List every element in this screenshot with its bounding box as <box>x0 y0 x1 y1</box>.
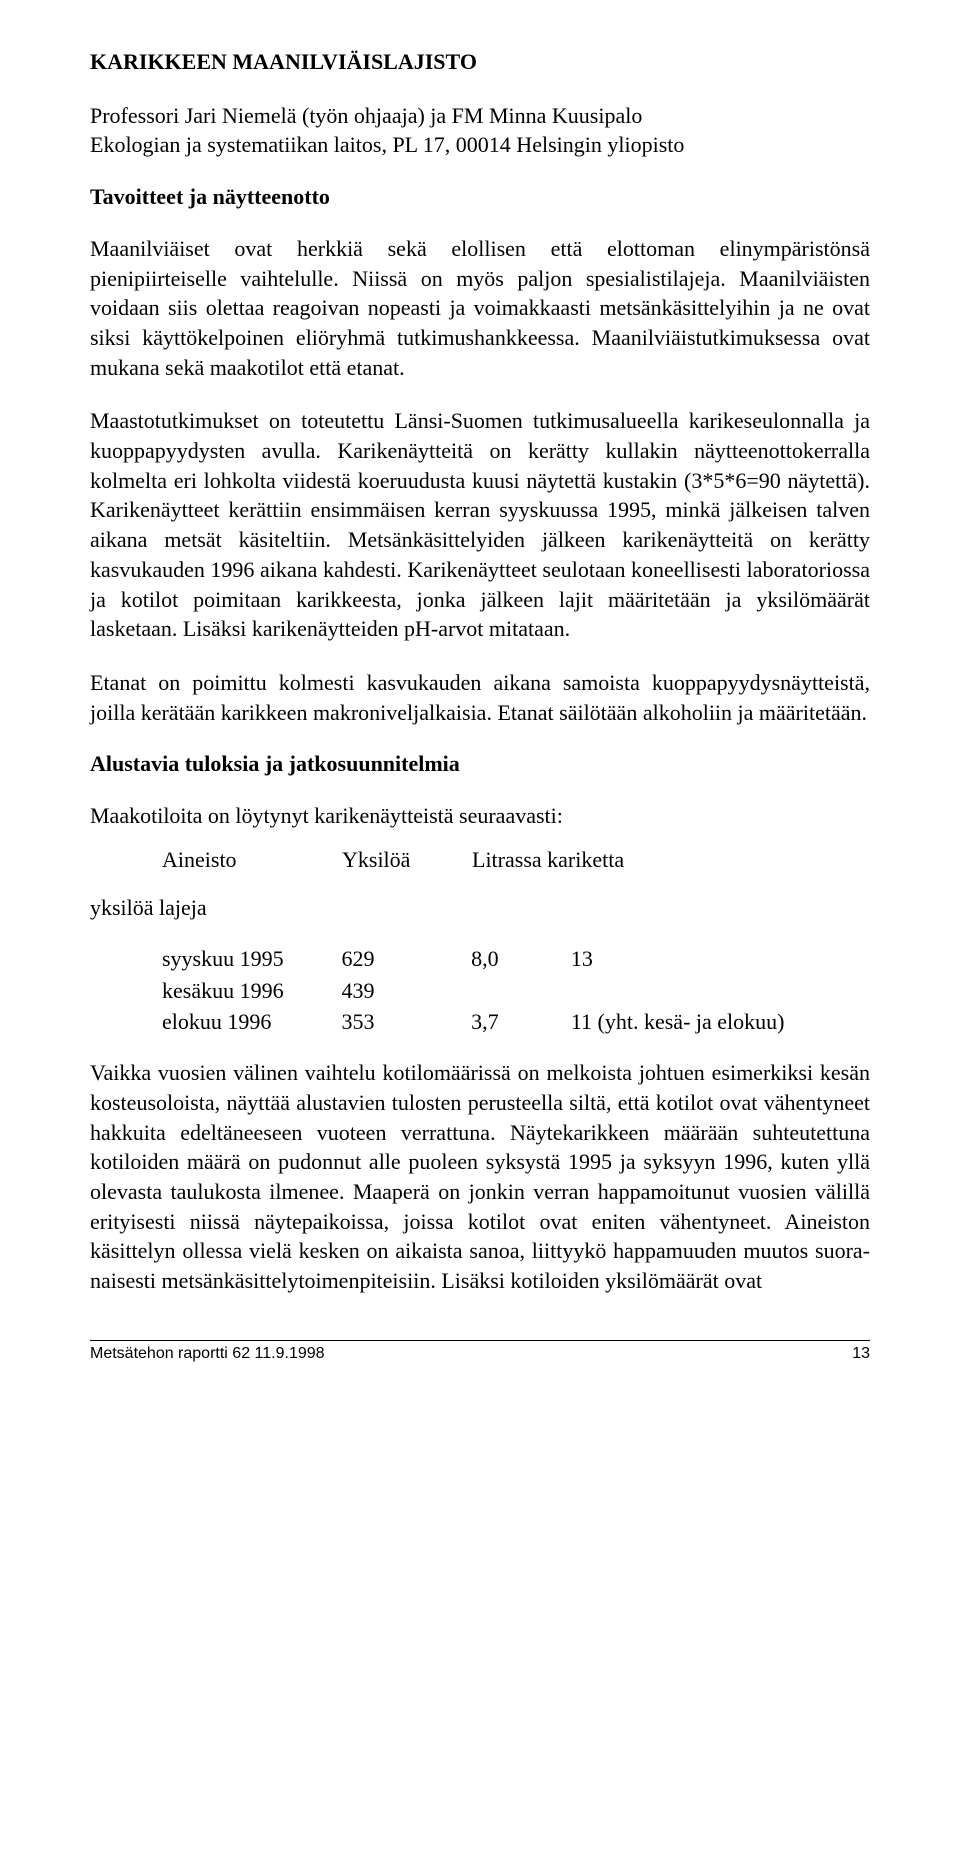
table-header-litrassa: Litrassa kariketta <box>472 847 712 873</box>
paragraph-5: Vaikka vuosien välinen vaihtelu kotilomä… <box>90 1058 870 1296</box>
table-cell: kesäkuu 1996 <box>162 975 342 1007</box>
table-header-row: Aineisto Yksilöä Litrassa kariketta <box>162 847 870 873</box>
author-block: Professori Jari Niemelä (työn ohjaaja) j… <box>90 101 870 160</box>
table-cell <box>571 975 870 1007</box>
page: KARIKKEEN MAANILVIÄISLAJISTO Professori … <box>0 0 960 1393</box>
author-line-1: Professori Jari Niemelä (työn ohjaaja) j… <box>90 103 642 128</box>
table-cell <box>471 975 571 1007</box>
author-line-2: Ekologian ja systematiikan laitos, PL 17… <box>90 132 684 157</box>
paragraph-4: Maakotiloita on löytynyt karikenäytteist… <box>90 801 870 831</box>
table-header-yksiloa: Yksilöä <box>342 847 472 873</box>
table-cell: elokuu 1996 <box>162 1006 342 1038</box>
paragraph-2: Maastotutkimukset on toteutettu Länsi-Su… <box>90 406 870 644</box>
document-title: KARIKKEEN MAANILVIÄISLAJISTO <box>90 48 870 77</box>
table-cell: 8,0 <box>471 943 571 975</box>
table-header-aineisto: Aineisto <box>162 847 342 873</box>
table-row: elokuu 1996 353 3,7 11 (yht. kesä- ja el… <box>162 1006 870 1038</box>
table-cell: 353 <box>342 1006 472 1038</box>
table-cell: 11 (yht. kesä- ja elokuu) <box>571 1006 870 1038</box>
table-cell: syyskuu 1995 <box>162 943 342 975</box>
data-table: Aineisto Yksilöä Litrassa kariketta yksi… <box>90 847 870 1038</box>
paragraph-3: Etanat on poimittu kolmesti kasvukauden … <box>90 668 870 727</box>
section-heading-goals: Tavoitteet ja näytteenotto <box>90 184 870 210</box>
table-row: syyskuu 1995 629 8,0 13 <box>162 943 870 975</box>
paragraph-1: Maanilviäiset ovat herkkiä sekä elollise… <box>90 234 870 382</box>
table-cell: 629 <box>342 943 472 975</box>
footer-left: Metsätehon raportti 62 11.9.1998 <box>90 1345 325 1363</box>
table-body: syyskuu 1995 629 8,0 13 kesäkuu 1996 439… <box>162 943 870 1039</box>
table-outside-label: yksilöä lajeja <box>90 893 870 923</box>
page-footer: Metsätehon raportti 62 11.9.1998 13 <box>90 1340 870 1363</box>
table-cell: 439 <box>342 975 472 1007</box>
table-cell: 3,7 <box>471 1006 571 1038</box>
section-heading-results: Alustavia tuloksia ja jatkosuunnitelmia <box>90 751 870 777</box>
footer-page-number: 13 <box>852 1345 870 1363</box>
table-row: kesäkuu 1996 439 <box>162 975 870 1007</box>
table-cell: 13 <box>571 943 870 975</box>
